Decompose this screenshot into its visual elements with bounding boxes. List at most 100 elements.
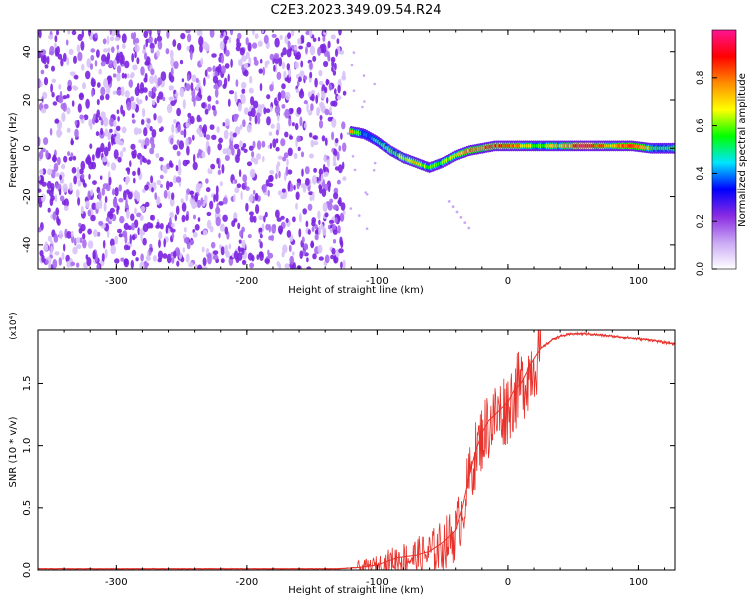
noise-speck [185, 193, 189, 202]
noise-speck [165, 224, 169, 234]
noise-speck [303, 100, 308, 105]
noise-speck [294, 122, 299, 131]
noise-speck [46, 180, 52, 190]
noise-speck [316, 107, 321, 114]
spectrogram-y-axis: -40 -20 0 20 40 [22, 45, 675, 253]
noise-speck [207, 103, 211, 112]
noise-speck [123, 258, 129, 268]
noise-speck [224, 226, 229, 235]
noise-speck [183, 128, 187, 138]
noise-speck [169, 197, 175, 207]
noise-speck [314, 233, 319, 241]
noise-speck [151, 129, 157, 138]
noise-speck [108, 176, 112, 186]
noise-speck [168, 96, 174, 102]
noise-speck [85, 70, 91, 80]
noise-speck [287, 169, 293, 175]
noise-speck [150, 215, 153, 221]
noise-speck [254, 192, 259, 201]
noise-speck [112, 73, 117, 78]
noise-speck [100, 86, 106, 96]
noise-speck [351, 155, 355, 158]
noise-speck [77, 33, 83, 42]
noise-speck [335, 48, 338, 57]
y-tick-label: -40 [22, 237, 33, 253]
noise-speck [242, 174, 248, 183]
noise-speck [133, 177, 136, 184]
noise-speck [122, 147, 127, 152]
noise-speck [38, 150, 44, 160]
noise-speck [338, 30, 342, 36]
noise-speck [267, 189, 270, 197]
noise-speck [234, 187, 240, 194]
noise-speck [317, 210, 321, 220]
noise-speck [188, 44, 195, 55]
noise-speck [86, 58, 91, 68]
noise-speck [213, 108, 217, 117]
noise-speck [192, 231, 198, 238]
noise-speck [327, 51, 330, 60]
noise-speck [329, 198, 334, 204]
noise-speck [80, 223, 86, 232]
noise-speck [242, 143, 247, 148]
noise-speck [138, 139, 142, 144]
noise-speck [252, 140, 256, 149]
colorbar-tick-label: 0.8 [696, 70, 706, 85]
noise-speck [103, 117, 109, 127]
noise-speck [333, 192, 339, 200]
noise-speck [99, 95, 105, 101]
noise-speck [286, 230, 292, 238]
noise-speck [121, 33, 127, 44]
noise-speck [144, 137, 150, 147]
noise-speck [298, 45, 303, 50]
noise-speck [245, 186, 250, 191]
noise-speck [81, 174, 85, 179]
noise-speck [185, 83, 191, 92]
noise-speck [171, 232, 175, 239]
noise-speck [58, 188, 62, 196]
noise-speck [97, 147, 102, 154]
noise-speck [331, 60, 335, 68]
noise-speck [275, 146, 280, 152]
noise-speck [116, 109, 120, 115]
noise-speck [209, 30, 215, 38]
noise-speck [319, 115, 323, 121]
noise-speck [270, 234, 275, 242]
noise-speck [63, 155, 68, 163]
noise-speck [234, 91, 238, 101]
noise-speck [265, 179, 270, 187]
noise-speck [285, 166, 289, 177]
noise-speck [47, 235, 52, 242]
noise-speck [102, 38, 107, 45]
noise-speck [219, 41, 225, 51]
noise-speck [89, 143, 93, 149]
noise-speck [207, 254, 212, 265]
noise-speck [365, 227, 369, 230]
noise-speck [134, 37, 140, 44]
noise-speck [262, 184, 266, 193]
noise-speck [179, 87, 185, 98]
noise-speck [175, 205, 180, 215]
noise-speck [321, 43, 327, 54]
noise-speck [149, 42, 155, 50]
noise-speck [238, 239, 242, 244]
noise-speck [311, 226, 315, 232]
noise-speck [256, 153, 261, 160]
noise-speck [90, 214, 96, 222]
noise-speck [73, 55, 77, 64]
noise-speck [57, 156, 61, 166]
noise-speck [38, 175, 41, 181]
noise-speck [256, 254, 260, 260]
noise-speck [215, 100, 219, 105]
noise-speck [121, 43, 126, 49]
noise-speck [313, 141, 319, 146]
noise-speck [149, 243, 153, 248]
noise-speck [130, 259, 134, 269]
noise-speck [372, 169, 376, 172]
noise-speck [332, 100, 338, 107]
noise-speck [247, 111, 253, 117]
noise-speck [169, 181, 173, 188]
noise-speck [239, 140, 243, 148]
noise-speck [190, 239, 195, 245]
noise-speck [143, 262, 150, 267]
